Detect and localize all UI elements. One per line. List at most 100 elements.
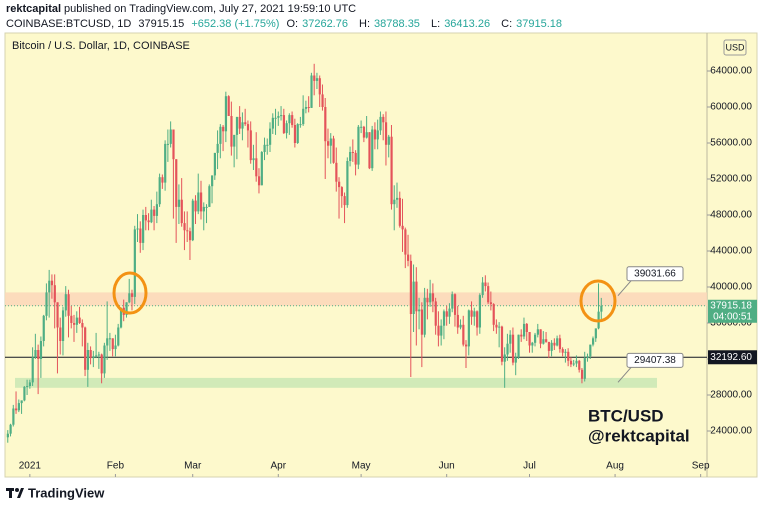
- candle-body: [340, 187, 343, 197]
- candle-body: [324, 107, 327, 142]
- candle-body: [368, 132, 371, 169]
- candle-body: [211, 175, 214, 187]
- candle-body: [539, 329, 542, 344]
- countdown: 04:00:51: [713, 311, 752, 322]
- candle-body: [183, 223, 186, 231]
- candle-body: [53, 285, 56, 303]
- candle-body: [511, 334, 515, 363]
- candle-body: [133, 229, 136, 297]
- candle-body: [288, 115, 291, 124]
- currency-box[interactable]: [723, 39, 747, 56]
- zone: [15, 377, 657, 388]
- y-tick-label: 28000.00: [710, 390, 752, 401]
- candle-body: [318, 78, 321, 95]
- candle-body: [351, 152, 355, 153]
- candle-body: [556, 338, 559, 346]
- chart-background: [4, 32, 758, 478]
- candle-body: [420, 309, 424, 335]
- candle-body: [194, 200, 197, 212]
- x-tick-label: Feb: [107, 461, 125, 472]
- candle-body: [531, 342, 534, 346]
- candle-body: [150, 209, 153, 223]
- candle-body: [75, 317, 78, 325]
- candle-body: [448, 308, 451, 317]
- candle-body: [307, 107, 310, 108]
- candle-body: [20, 400, 23, 404]
- candle-body: [222, 126, 225, 132]
- candle-body: [473, 311, 476, 317]
- candle-body: [371, 129, 374, 169]
- candle-body: [241, 122, 244, 129]
- candle-body: [492, 304, 495, 325]
- ohlc-label: C:: [501, 18, 513, 30]
- candle-body: [423, 297, 426, 335]
- candle-body: [111, 338, 114, 350]
- candle-body: [409, 260, 412, 314]
- candle-body: [15, 408, 18, 411]
- candle-body: [235, 116, 239, 135]
- candle-body: [6, 433, 9, 438]
- y-tick-label: 44000.00: [710, 246, 752, 257]
- candle-body: [476, 311, 479, 328]
- candle-body: [534, 334, 537, 343]
- candle-body: [395, 197, 399, 200]
- published: published on TradingView.com, July 27, 2…: [64, 3, 357, 15]
- candle-body: [175, 159, 178, 207]
- x-tick-label: Apr: [271, 461, 287, 472]
- candle-body: [103, 345, 106, 374]
- candle-body: [260, 152, 263, 186]
- zone: [5, 292, 707, 306]
- candle-body: [321, 94, 324, 107]
- logo-mark: [17, 488, 24, 498]
- candle-body: [558, 338, 562, 350]
- candle-body: [139, 228, 142, 243]
- candle-body: [48, 280, 51, 293]
- candle-body: [128, 293, 131, 303]
- candle-body: [161, 177, 164, 183]
- candle-body: [329, 138, 332, 146]
- candle-body: [591, 338, 595, 345]
- author[interactable]: rektcapital: [6, 3, 62, 15]
- candle-body: [456, 314, 459, 328]
- x-tick-label: Mar: [184, 461, 202, 472]
- candle-body: [528, 332, 531, 346]
- candle-body: [89, 350, 92, 359]
- y-tick-label: 56000.00: [710, 138, 752, 149]
- candle-body: [274, 117, 277, 119]
- candle-body: [338, 181, 341, 188]
- candle-body: [445, 311, 448, 317]
- y-tick-label: 40000.00: [710, 282, 752, 293]
- header-line-1: rektcapital published on TradingView.com,…: [6, 3, 360, 15]
- candle-body: [12, 408, 15, 425]
- candle-body: [326, 141, 330, 146]
- candle-body: [172, 129, 175, 160]
- candle-body: [313, 75, 316, 81]
- candle-body: [360, 126, 363, 128]
- candle-body: [205, 206, 208, 208]
- candle-body: [164, 143, 167, 183]
- candle-body: [78, 317, 81, 323]
- candle-body: [73, 323, 76, 325]
- candle-body: [304, 107, 308, 109]
- candle-body: [257, 176, 261, 186]
- y-tick-label: 64000.00: [710, 66, 752, 77]
- candle-body: [202, 206, 205, 212]
- candle-body: [387, 136, 390, 145]
- logo-mark: [15, 488, 19, 492]
- candle-body: [600, 305, 603, 312]
- watermark: BTC/USD: [588, 406, 664, 425]
- candle-body: [437, 325, 440, 336]
- candle-body: [569, 360, 573, 365]
- candle-body: [213, 152, 216, 176]
- candle-body: [285, 123, 288, 134]
- candle-body: [578, 360, 581, 370]
- candle-body: [335, 162, 338, 182]
- last-price: 37915.15: [138, 18, 185, 30]
- candle-body: [92, 356, 95, 359]
- candle-body: [462, 324, 465, 345]
- header-line-2: COINBASE:BTCUSD, 1D 37915.15 +652.38 (+1…: [6, 18, 570, 30]
- candle-body: [188, 231, 192, 241]
- candle-body: [244, 122, 247, 125]
- candle-body: [500, 326, 504, 362]
